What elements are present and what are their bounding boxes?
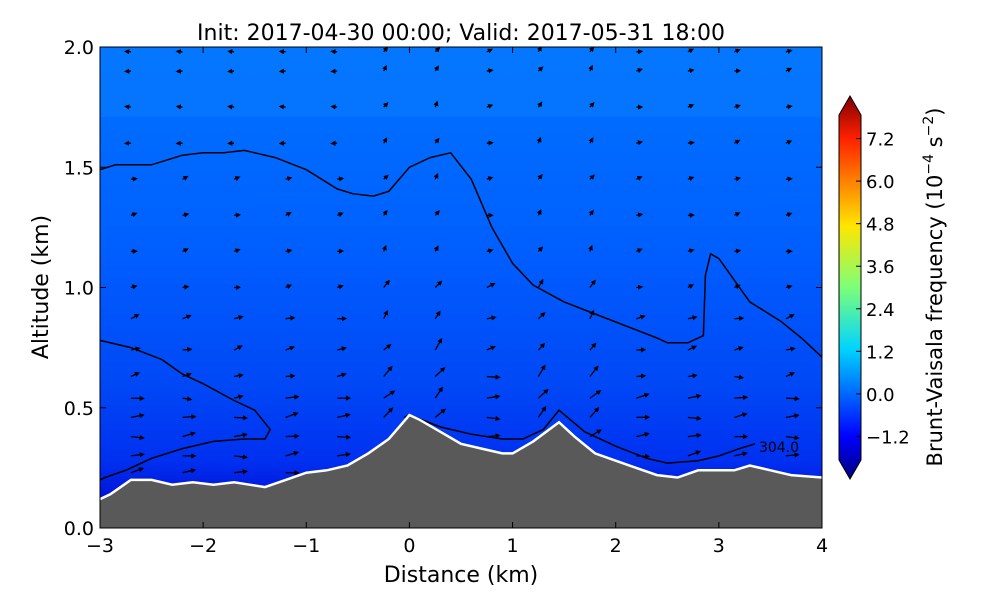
y-tick-label: 0.0 (64, 518, 94, 540)
y-axis-label: Altitude (km) (29, 215, 54, 359)
colorbar-tick-label: 7.2 (866, 130, 895, 151)
wind-vector (786, 398, 798, 399)
colorbar-tick-label: 2.4 (866, 300, 895, 321)
wind-vector (636, 456, 648, 457)
x-axis-label: Distance (km) (384, 563, 539, 588)
colorbar-tick-label: 0.0 (866, 385, 895, 406)
colorbar-tick-label: 1.2 (866, 342, 895, 363)
colorbar-ticks: −1.2 0.0 1.2 2.4 3.6 4.8 6.0 7.2 (856, 130, 910, 449)
colorbar-label-mid: s (923, 136, 947, 154)
wind-vector (688, 143, 693, 144)
x-tick-label: 0 (403, 535, 415, 557)
wind-vector (332, 107, 337, 108)
wind-vector (178, 107, 183, 108)
wind-vector (183, 349, 191, 350)
y-tick-label: 1.5 (64, 157, 94, 179)
x-tick-label: −1 (292, 535, 320, 557)
colorbar-label-end: ) (923, 108, 947, 116)
colorbar-tick-label: −1.2 (866, 427, 910, 448)
y-tick-label: 1.0 (64, 278, 94, 300)
colorbar-label-exp1: −4 (921, 154, 937, 175)
wind-vector (286, 376, 294, 377)
wind-vector (487, 70, 492, 71)
colorbar-label-exp2: −2 (921, 116, 937, 137)
chart-title: Init: 2017-04-30 00:00; Valid: 2017-05-3… (197, 21, 725, 46)
colorbar-tick-label: 4.8 (866, 215, 895, 236)
wind-vector (126, 107, 131, 108)
colorbar-label: Brunt-Vaisala frequency (10−4 s−2) (921, 108, 947, 467)
wind-vector (734, 251, 739, 252)
x-tick-label: 4 (816, 535, 828, 557)
wind-vector (734, 318, 742, 319)
plot-area: 304.0 (100, 47, 822, 528)
wind-vector (234, 417, 246, 418)
wind-vector (636, 376, 644, 377)
wind-vector (131, 179, 136, 180)
wind-vector (286, 436, 298, 437)
x-tick-label: 3 (713, 535, 725, 557)
wind-vector (734, 397, 746, 398)
x-tick-label: 1 (507, 535, 519, 557)
colorbar-tick-label: 3.6 (866, 257, 895, 278)
isentrope-label: 304.0 (759, 440, 799, 456)
x-tick-label: −2 (189, 535, 217, 557)
y-tick-label: 0.5 (64, 398, 94, 420)
x-tick-label: 2 (610, 535, 622, 557)
wind-vector (234, 215, 239, 216)
wind-vector (337, 179, 342, 180)
wind-vector (183, 417, 195, 418)
wind-vector (786, 106, 791, 107)
wind-vector (636, 287, 641, 288)
colorbar: −1.2 0.0 1.2 2.4 3.6 4.8 6.0 7.2 Brunt-Vaisala … (839, 96, 947, 479)
y-tick-label: 2.0 (64, 37, 94, 59)
colorbar-tick-label: 6.0 (866, 172, 895, 193)
wind-vector (229, 107, 234, 108)
colorbar-label-main: Brunt-Vaisala frequency (10 (923, 175, 947, 467)
wind-vector (636, 215, 641, 216)
stability-field-upper (100, 47, 822, 117)
wind-vector (487, 376, 499, 377)
wind-vector (183, 287, 188, 288)
colorbar-bar (839, 96, 861, 479)
wind-vector (337, 437, 349, 438)
wind-vector (281, 107, 286, 108)
